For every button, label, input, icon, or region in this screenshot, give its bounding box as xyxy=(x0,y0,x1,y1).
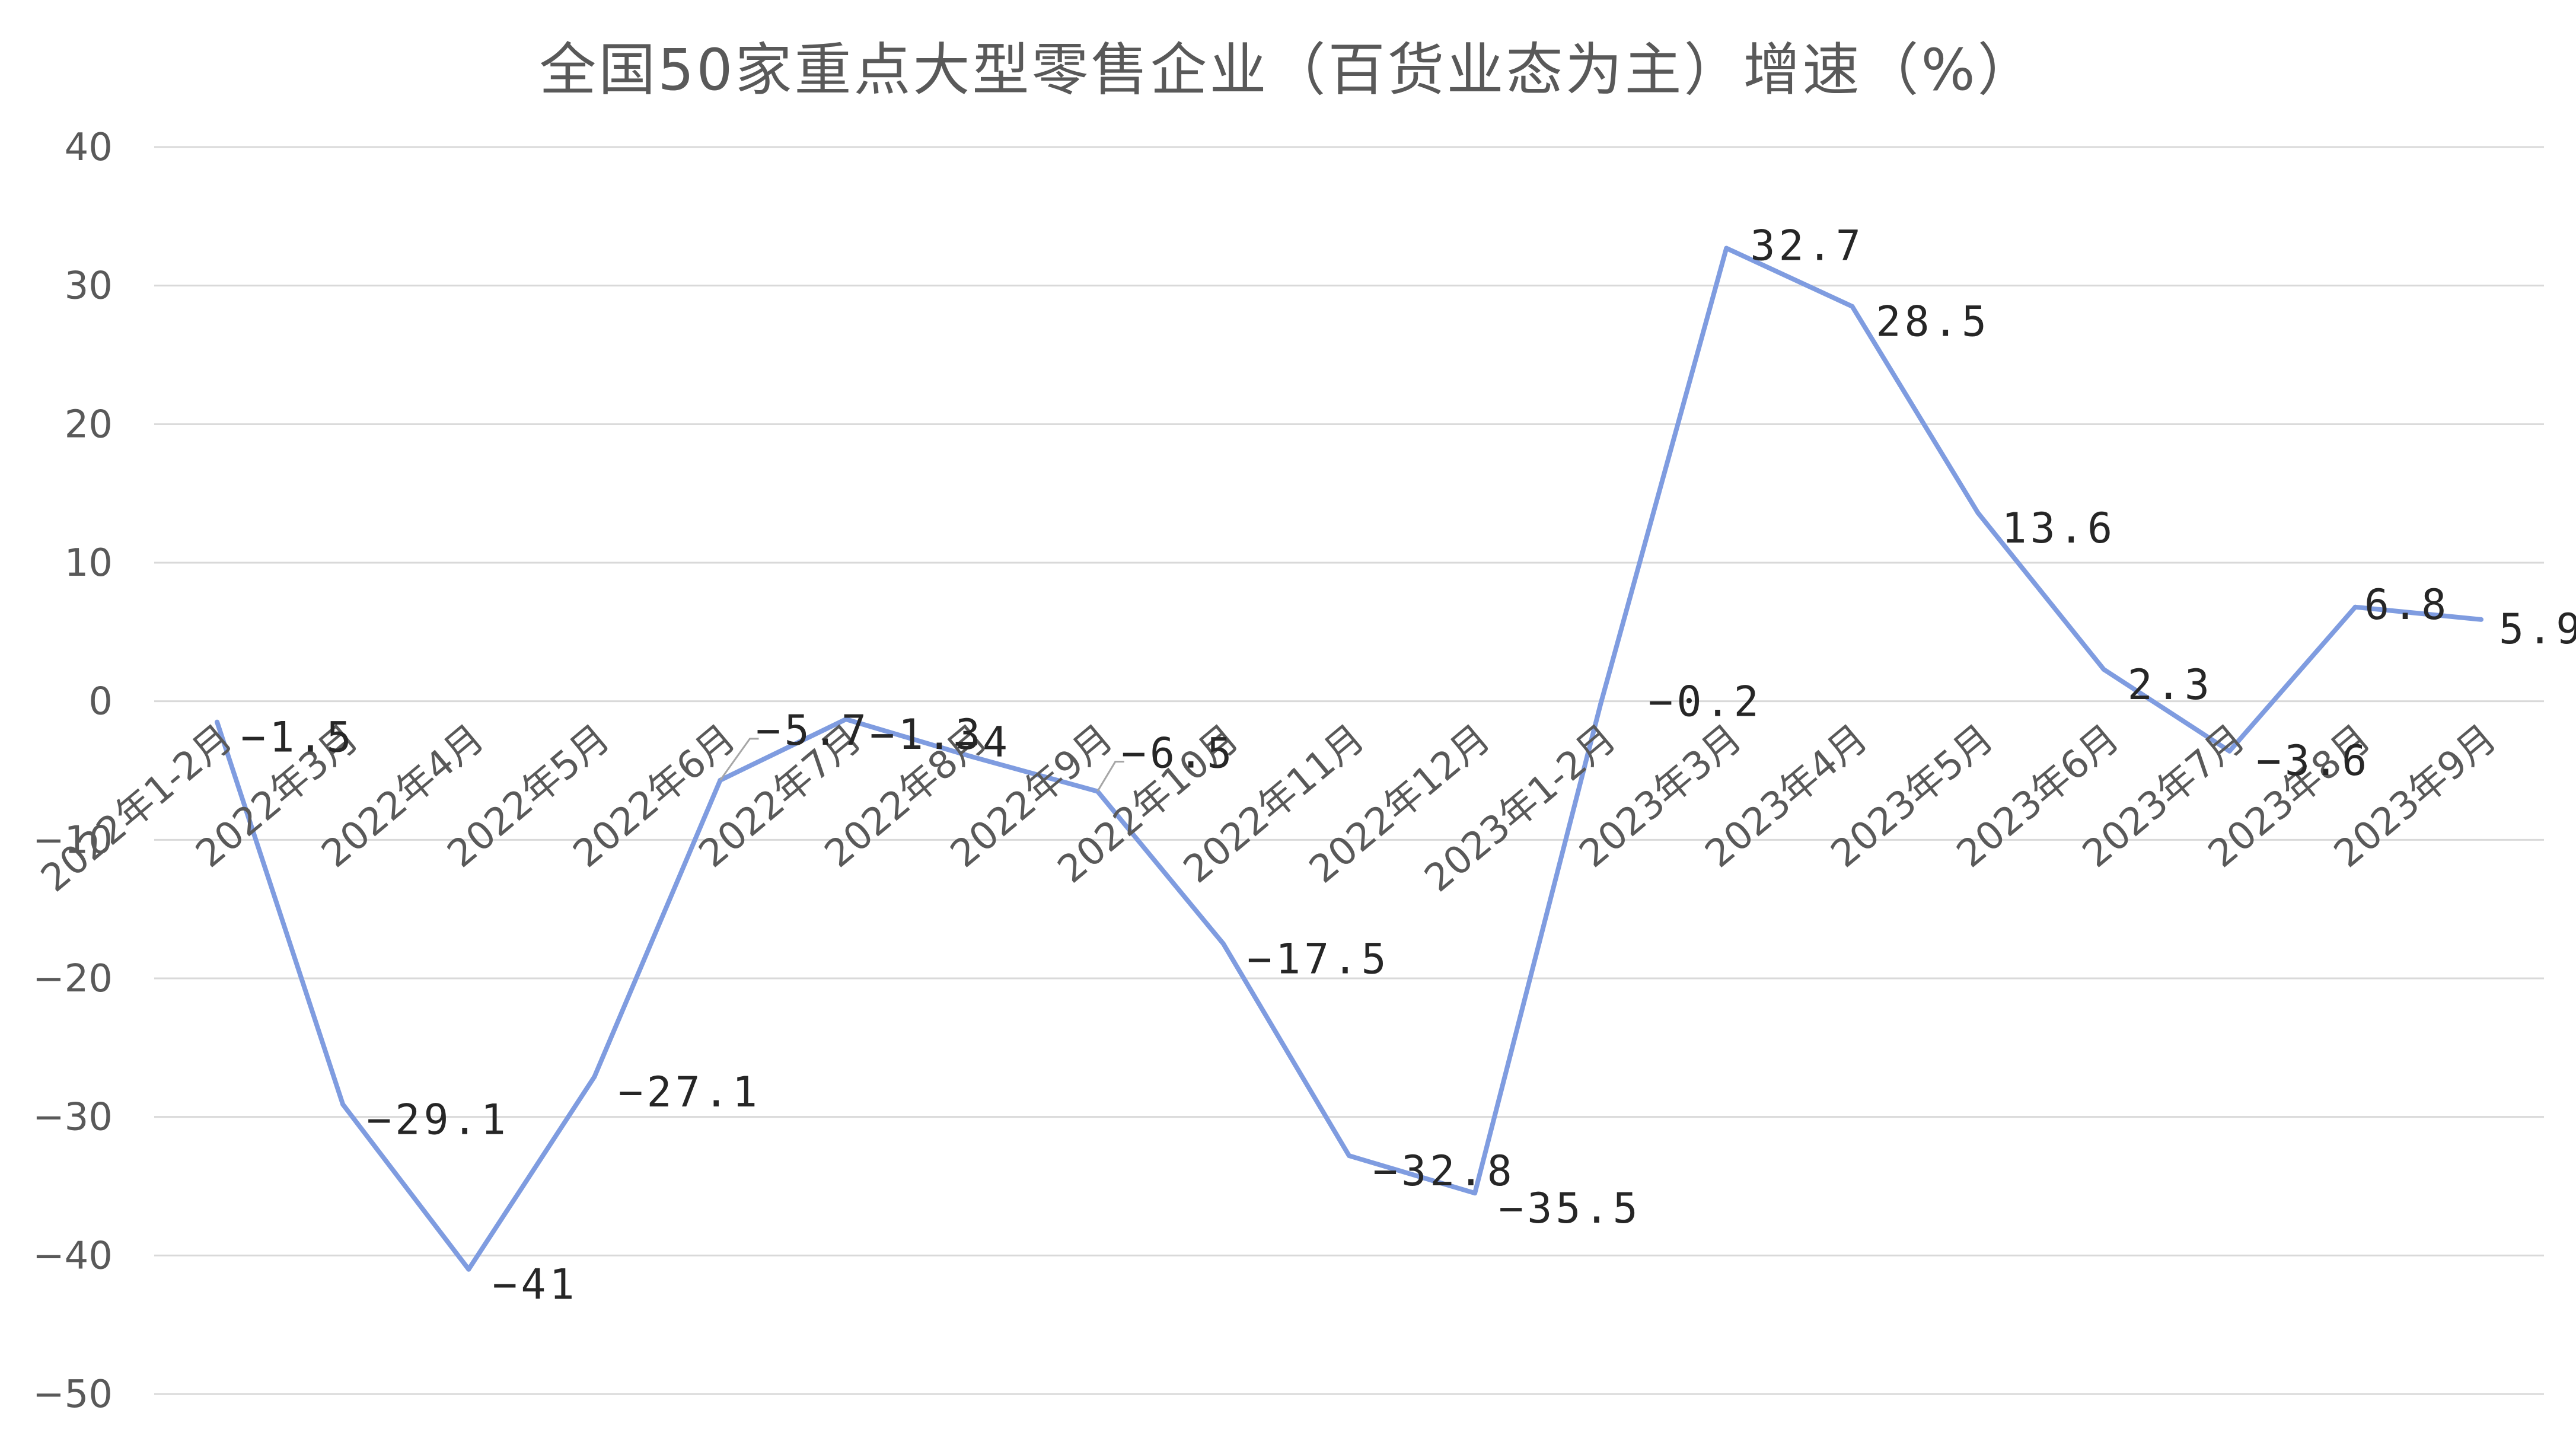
data-point xyxy=(1724,245,1729,251)
data-label: 5.9 xyxy=(2499,605,2576,653)
data-label: 13.6 xyxy=(2002,504,2116,553)
data-point xyxy=(1975,510,1981,515)
y-tick-label: −50 xyxy=(33,1373,113,1417)
x-tick-label: 2022年1-2月 xyxy=(33,716,241,901)
y-tick-label: −40 xyxy=(33,1234,113,1278)
data-point xyxy=(843,717,849,722)
data-point xyxy=(2227,748,2232,754)
data-label: −0.2 xyxy=(1648,677,1762,726)
data-point xyxy=(592,1074,597,1079)
label-leader-line xyxy=(719,738,759,781)
data-label: −27.1 xyxy=(618,1068,761,1117)
data-label: 32.7 xyxy=(1750,222,1864,270)
data-point xyxy=(466,1267,471,1272)
data-label: −29.1 xyxy=(366,1096,509,1144)
data-point xyxy=(2101,666,2106,672)
data-label: −1.3 xyxy=(870,710,984,759)
data-label: −35.5 xyxy=(1499,1184,1641,1233)
y-tick-label: 10 xyxy=(65,541,113,585)
data-label: 6.8 xyxy=(2364,580,2450,629)
y-tick-label: −30 xyxy=(33,1096,113,1140)
data-label: −17.5 xyxy=(1247,935,1390,984)
data-point xyxy=(1347,1153,1351,1159)
label-leader-line xyxy=(1096,761,1124,792)
y-tick-label: 20 xyxy=(65,403,113,446)
data-label: −4 xyxy=(954,718,1011,767)
data-point xyxy=(1598,701,1603,707)
y-tick-label: −10 xyxy=(33,818,113,862)
data-label: −6.5 xyxy=(1121,729,1236,778)
data-point xyxy=(2478,617,2483,622)
y-tick-label: −20 xyxy=(33,957,113,1001)
chart-title: 全国50家重点大型零售企业（百货业态为主）增速（%） xyxy=(539,37,2037,103)
data-label: −41 xyxy=(492,1261,578,1309)
data-point xyxy=(215,719,220,725)
y-tick-label: 40 xyxy=(65,126,113,170)
y-tick-label: 0 xyxy=(88,680,113,724)
data-label: −1.5 xyxy=(241,713,355,762)
data-point xyxy=(969,754,974,760)
data-label: 2.3 xyxy=(2128,661,2213,709)
data-label: −3.6 xyxy=(2256,736,2371,785)
data-point xyxy=(2352,604,2358,610)
data-point xyxy=(340,1102,346,1107)
data-point xyxy=(1850,304,1855,309)
data-point xyxy=(1472,1191,1478,1196)
data-label: −5.7 xyxy=(755,706,870,755)
y-tick-label: 30 xyxy=(65,264,113,308)
data-label: −32.8 xyxy=(1373,1147,1516,1195)
data-point xyxy=(1220,941,1226,946)
data-label: 28.5 xyxy=(1876,298,1990,346)
